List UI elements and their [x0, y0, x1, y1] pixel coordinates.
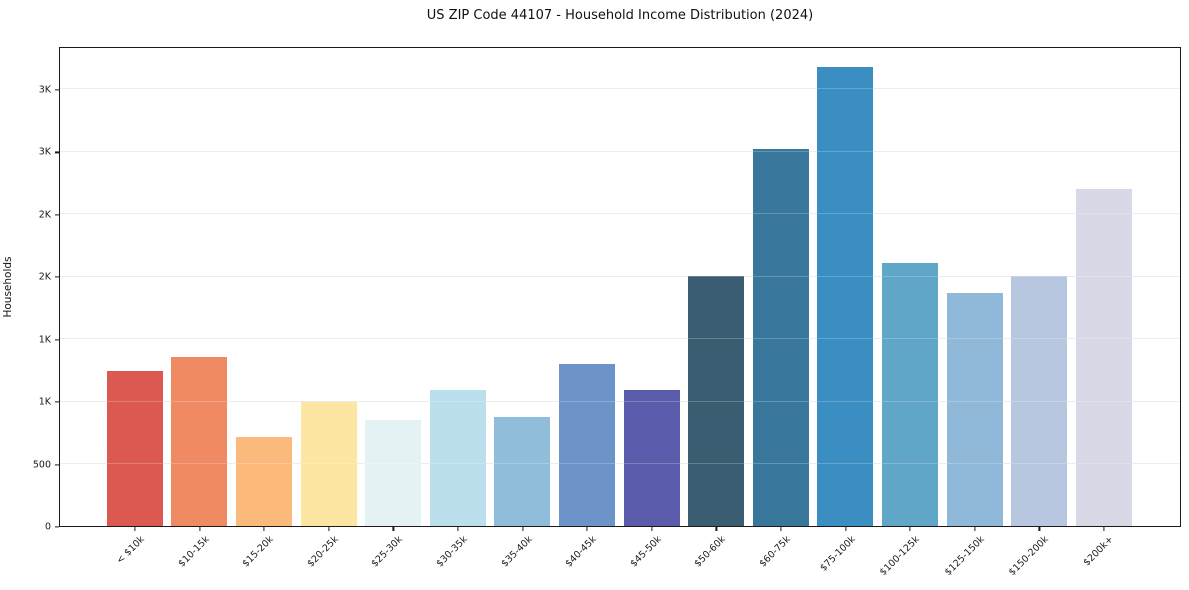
- bar-150-200k: [1011, 276, 1068, 526]
- x-tick-mark: [522, 527, 524, 531]
- gridline: [60, 150, 1180, 152]
- x-tick-mark: [586, 527, 588, 531]
- gridline-overlay: [60, 213, 1180, 215]
- y-tick-mark: [55, 151, 59, 153]
- x-tick-mark: [651, 527, 653, 531]
- x-tick-label: $125-150k: [942, 534, 987, 579]
- gridline: [60, 213, 1180, 215]
- gridline-overlay: [60, 400, 1180, 402]
- bar-20-25k: [300, 402, 357, 526]
- x-tick-mark: [328, 527, 330, 531]
- y-tick-mark: [55, 276, 59, 278]
- x-tick-mark: [1038, 527, 1040, 531]
- y-tick-mark: [55, 401, 59, 403]
- y-tick-label: 1K: [38, 334, 51, 346]
- x-tick-label: $30-35k: [434, 534, 470, 570]
- x-tick-mark: [909, 527, 911, 531]
- gridline: [60, 275, 1180, 277]
- y-tick-label: 1K: [38, 396, 51, 408]
- x-tick-mark: [845, 527, 847, 531]
- gridline: [60, 338, 1180, 340]
- y-tick-label: 3K: [38, 84, 51, 96]
- y-tick-mark: [55, 339, 59, 341]
- chart-title: US ZIP Code 44107 - Household Income Dis…: [426, 8, 814, 23]
- x-tick-mark: [263, 527, 265, 531]
- x-tick-label: $150-200k: [1007, 534, 1052, 579]
- y-tick-label: 0: [44, 521, 51, 533]
- x-tick-mark: [199, 527, 201, 531]
- x-tick-label: $20-25k: [305, 534, 341, 570]
- bar-25-30k: [365, 419, 422, 526]
- x-tick-mark: [457, 527, 459, 531]
- bar-60-75k: [752, 148, 809, 526]
- gridline: [60, 463, 1180, 465]
- bar-125-150k: [946, 292, 1003, 526]
- x-tick-mark: [974, 527, 976, 531]
- x-tick-label: $45-50k: [628, 534, 664, 570]
- y-tick-label: 2K: [38, 209, 51, 221]
- x-tick-mark: [715, 527, 717, 531]
- x-tick-label: $60-75k: [757, 534, 793, 570]
- bar-15-20k: [236, 436, 292, 526]
- bar-10-15k: [171, 357, 228, 526]
- bar-30-35k: [429, 389, 486, 526]
- bar-35-40k: [494, 417, 551, 526]
- gridline: [60, 88, 1180, 90]
- x-tick-label: $35-40k: [498, 534, 535, 570]
- bar-50-60k: [688, 276, 745, 526]
- x-tick-label: $15-20k: [240, 534, 276, 570]
- y-tick-label: 2K: [38, 271, 51, 283]
- bar-45-50k: [623, 389, 680, 526]
- y-tick-mark: [55, 526, 59, 528]
- x-tick-label: $100-125k: [877, 534, 922, 579]
- y-tick-mark: [55, 214, 59, 216]
- bar-75-100k: [817, 67, 874, 526]
- gridline-overlay: [60, 463, 1180, 465]
- x-tick-label: $75-100k: [817, 534, 858, 574]
- x-tick-label: $200k+: [1081, 534, 1116, 569]
- x-tick-mark: [392, 527, 394, 531]
- gridline-overlay: [60, 275, 1180, 277]
- y-tick-label: 3K: [38, 146, 51, 158]
- x-tick-label: $25-30k: [369, 534, 406, 570]
- x-tick-label: $50-60k: [692, 534, 729, 570]
- y-tick-mark: [55, 89, 59, 91]
- x-tick-label: $10-15k: [175, 534, 212, 570]
- x-tick-label: < $10k: [114, 534, 147, 567]
- y-tick-label: 500: [32, 459, 51, 471]
- gridline-overlay: [60, 338, 1180, 340]
- y-tick-mark: [55, 463, 59, 466]
- x-tick-mark: [134, 527, 136, 531]
- bar-200k+: [1075, 188, 1132, 526]
- x-tick-mark: [780, 527, 782, 531]
- gridline: [60, 400, 1180, 402]
- x-tick-label: $40-45k: [563, 534, 599, 570]
- x-tick-mark: [1103, 527, 1105, 531]
- y-axis-label: Households: [2, 256, 14, 318]
- gridline-overlay: [60, 150, 1180, 152]
- bar-40-45k: [559, 363, 615, 526]
- bar-10k: [106, 371, 163, 526]
- gridline-overlay: [60, 88, 1180, 90]
- bar-100-125k: [882, 262, 938, 526]
- plot-area: [59, 47, 1181, 527]
